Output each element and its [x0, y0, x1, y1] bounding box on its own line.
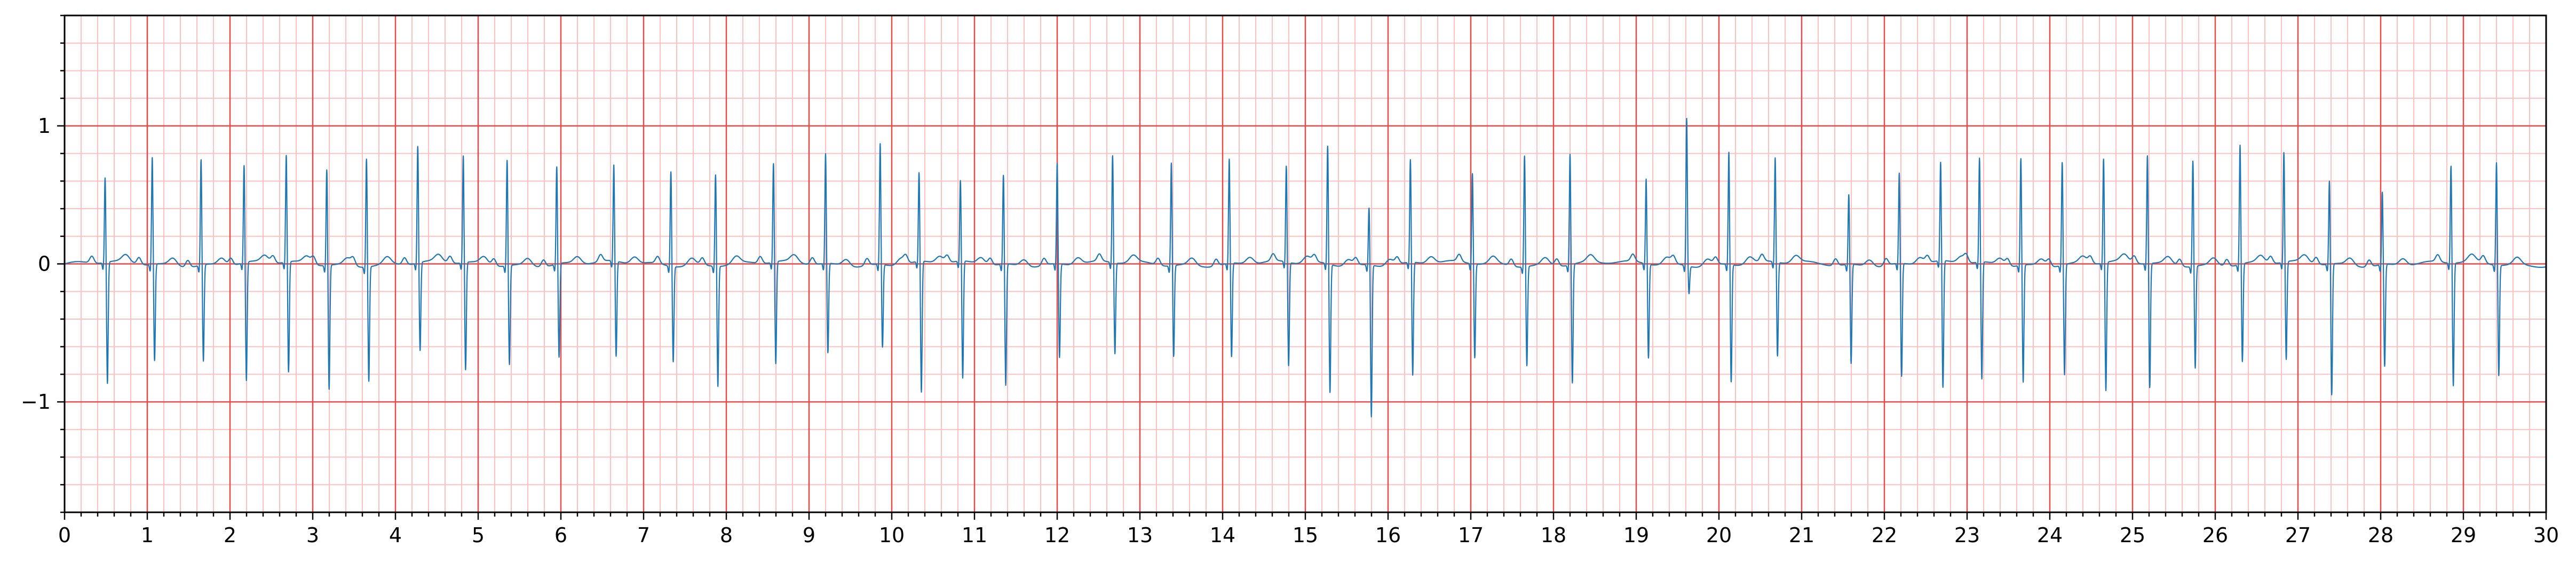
x-tick-label: 5 [472, 524, 485, 547]
x-tick-label: 1 [141, 524, 154, 547]
y-tick-label: 0 [38, 252, 51, 276]
x-tick-label: 12 [1044, 524, 1070, 547]
x-tick-label: 30 [2533, 524, 2559, 547]
y-tick-label: 1 [38, 114, 51, 138]
x-tick-label: 29 [2451, 524, 2476, 547]
major-grid [65, 15, 2546, 512]
x-tick-label: 16 [1375, 524, 1401, 547]
x-tick-label: 20 [1706, 524, 1732, 547]
x-tick-label: 10 [879, 524, 905, 547]
x-tick-label: 17 [1458, 524, 1484, 547]
x-tick-label: 19 [1623, 524, 1649, 547]
x-tick-label: 7 [637, 524, 650, 547]
x-tick-label: 22 [1872, 524, 1897, 547]
x-tick-label: 9 [803, 524, 815, 547]
x-tick-label: 6 [554, 524, 567, 547]
x-tick-label: 15 [1293, 524, 1318, 547]
x-tick-label: 13 [1127, 524, 1153, 547]
x-axis: 0 1 2 3 4 5 6 7 8 9 10 11 12 13 14 15 16 17 18 19 20 21 22 23 24… [58, 512, 2559, 547]
x-tick-label: 8 [720, 524, 733, 547]
x-tick-label: 26 [2202, 524, 2228, 547]
ecg-line [64, 117, 2547, 418]
x-tick-label: 14 [1210, 524, 1235, 547]
x-tick-label: 24 [2037, 524, 2063, 547]
x-tick-label: 0 [58, 524, 71, 547]
y-axis: −1 0 1 [21, 14, 65, 513]
ecg-trace [64, 117, 2547, 418]
x-tick-label: 28 [2368, 524, 2393, 547]
x-tick-label: 18 [1541, 524, 1566, 547]
x-tick-label: 3 [306, 524, 319, 547]
x-tick-label: 23 [1954, 524, 1980, 547]
x-tick-label: 21 [1789, 524, 1814, 547]
y-tick-label: −1 [21, 390, 51, 414]
x-tick-label: 27 [2285, 524, 2311, 547]
x-tick-label: 2 [224, 524, 236, 547]
x-tick-label: 25 [2120, 524, 2145, 547]
x-tick-label: 4 [389, 524, 402, 547]
x-tick-label: 11 [962, 524, 987, 547]
